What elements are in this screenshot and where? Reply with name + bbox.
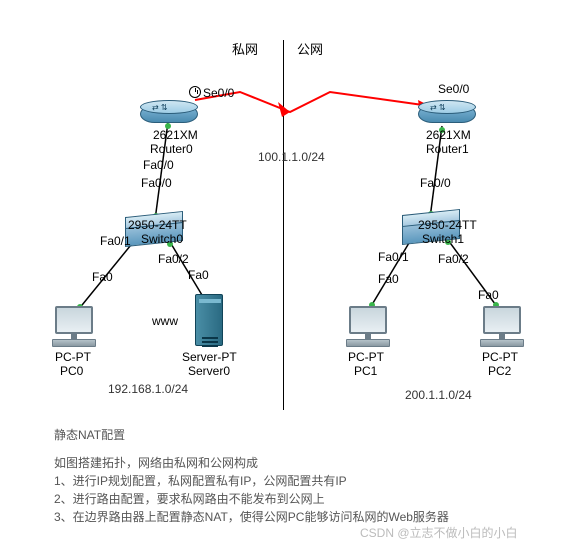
sw1-model-label: 2950-24TT bbox=[418, 218, 477, 232]
wan-subnet-label: 100.1.1.0/24 bbox=[258, 150, 325, 164]
pc0-if-label: Fa0 bbox=[92, 270, 113, 284]
pc2-if-label: Fa0 bbox=[478, 288, 499, 302]
r0-name-label: Router0 bbox=[150, 142, 193, 156]
config-title: 静态NAT配置 bbox=[54, 426, 125, 443]
sw0-model-label: 2950-24TT bbox=[128, 218, 187, 232]
config-step2: 2、进行路由配置，要求私网路由不能发布到公网上 bbox=[54, 490, 325, 507]
config-step3: 3、在边界路由器上配置静态NAT，使得公网PC能够访问私网的Web服务器 bbox=[54, 508, 449, 525]
pc2-name-label: PC2 bbox=[488, 364, 511, 378]
pc2-icon[interactable] bbox=[480, 306, 524, 347]
watermark: CSDN @立志不做小白的小白 bbox=[360, 524, 518, 541]
sw0-p2-label: Fa0/2 bbox=[158, 252, 189, 266]
r1-se-label: Se0/0 bbox=[438, 82, 469, 96]
public-network-label: 公网 bbox=[297, 42, 323, 58]
r0-model-label: 2621XM bbox=[153, 128, 198, 142]
pc1-if-label: Fa0 bbox=[378, 272, 399, 286]
srv0-www-label: www bbox=[152, 314, 178, 328]
sw1-p1-label: Fa0/1 bbox=[378, 250, 409, 264]
srv0-if-label: Fa0 bbox=[188, 268, 209, 282]
pc1-name-label: PC1 bbox=[354, 364, 377, 378]
public-subnet-label: 200.1.1.0/24 bbox=[405, 388, 472, 402]
pc1-icon[interactable] bbox=[346, 306, 390, 347]
router0-icon[interactable]: ⇄ ⇅ bbox=[140, 100, 198, 128]
r0-fa-b-label: Fa0/0 bbox=[141, 176, 172, 190]
pc2-type-label: PC-PT bbox=[482, 350, 518, 364]
r1-name-label: Router1 bbox=[426, 142, 469, 156]
pc0-icon[interactable] bbox=[52, 306, 96, 347]
r1-model-label: 2621XM bbox=[426, 128, 471, 142]
private-network-label: 私网 bbox=[232, 42, 258, 58]
sw0-p1-label: Fa0/1 bbox=[100, 234, 131, 248]
router1-icon[interactable]: ⇄ ⇅ bbox=[418, 100, 476, 128]
sw0-name-label: Switch0 bbox=[141, 232, 183, 246]
r0-fa-a-label: Fa0/0 bbox=[143, 158, 174, 172]
pc0-name-label: PC0 bbox=[60, 364, 83, 378]
r1-fa-label: Fa0/0 bbox=[420, 176, 451, 190]
config-intro: 如图搭建拓扑，网络由私网和公网构成 bbox=[54, 454, 258, 471]
clock-icon bbox=[189, 86, 201, 98]
srv0-name-label: Server0 bbox=[188, 364, 230, 378]
sw1-p2-label: Fa0/2 bbox=[438, 252, 469, 266]
config-step1: 1、进行IP规划配置，私网配置私有IP，公网配置共有IP bbox=[54, 472, 347, 489]
srv0-type-label: Server-PT bbox=[182, 350, 237, 364]
pc1-type-label: PC-PT bbox=[348, 350, 384, 364]
r0-se-label: Se0/0 bbox=[203, 86, 234, 100]
sw1-name-label: Switch1 bbox=[422, 232, 464, 246]
pc0-type-label: PC-PT bbox=[55, 350, 91, 364]
server0-icon[interactable] bbox=[195, 294, 223, 346]
private-subnet-label: 192.168.1.0/24 bbox=[108, 382, 188, 396]
network-divider bbox=[283, 40, 284, 410]
